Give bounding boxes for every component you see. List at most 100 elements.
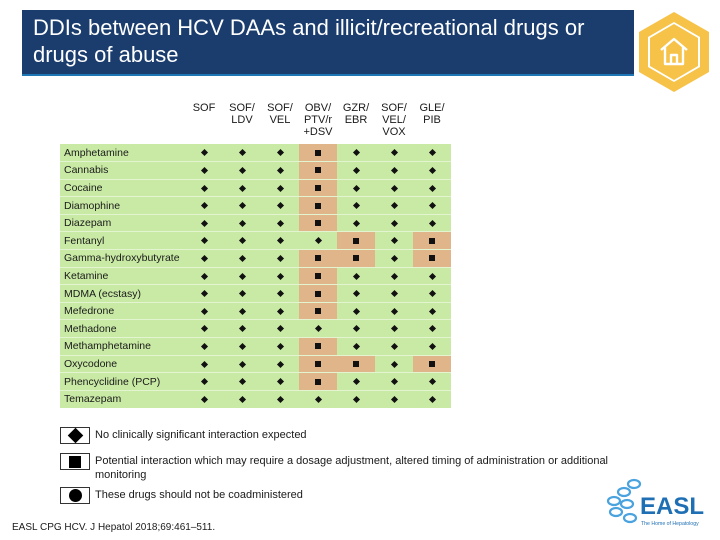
diamond-icon bbox=[200, 184, 208, 192]
interaction-cell bbox=[185, 161, 223, 180]
drug-name-cell: MDMA (ecstasy) bbox=[60, 284, 185, 303]
legend-swatch-none bbox=[60, 427, 90, 444]
diamond-icon bbox=[428, 219, 436, 227]
interaction-cell bbox=[413, 372, 451, 391]
slide-title: DDIs between HCV DAAs and illicit/recrea… bbox=[33, 15, 585, 67]
interaction-cell bbox=[375, 337, 413, 356]
diamond-icon bbox=[352, 166, 360, 175]
square-icon bbox=[315, 343, 321, 350]
diamond-icon bbox=[238, 166, 246, 175]
square-icon bbox=[315, 149, 321, 156]
diamond-icon bbox=[276, 237, 284, 245]
diamond-icon bbox=[314, 237, 322, 245]
diamond-icon bbox=[238, 360, 246, 368]
interaction-cell bbox=[375, 249, 413, 268]
table-row: MDMA (ecstasy) bbox=[60, 284, 451, 303]
diamond-icon bbox=[428, 342, 436, 350]
diamond-icon bbox=[352, 149, 360, 157]
interaction-cell bbox=[185, 196, 223, 215]
diamond-icon bbox=[352, 202, 360, 210]
interaction-cell bbox=[299, 301, 337, 320]
square-icon bbox=[315, 290, 321, 297]
diamond-icon bbox=[200, 342, 208, 350]
interaction-cell bbox=[299, 196, 337, 215]
interaction-cell bbox=[299, 231, 337, 250]
diamond-icon bbox=[238, 202, 246, 210]
interaction-cell bbox=[185, 178, 223, 197]
square-icon bbox=[315, 167, 321, 174]
interaction-cell bbox=[337, 372, 375, 391]
square-icon bbox=[353, 255, 359, 262]
interaction-cell bbox=[337, 213, 375, 232]
interaction-cell bbox=[185, 337, 223, 356]
diamond-icon bbox=[428, 325, 436, 333]
diamond-icon bbox=[352, 272, 360, 280]
legend-text-none: No clinically significant interaction ex… bbox=[95, 429, 307, 441]
square-icon bbox=[353, 237, 359, 244]
diamond-icon bbox=[200, 237, 208, 245]
square-icon bbox=[353, 361, 359, 368]
interaction-cell bbox=[299, 372, 337, 391]
interaction-cell bbox=[185, 231, 223, 250]
table-row: Gamma-hydroxybutyrate bbox=[60, 249, 451, 268]
diamond-icon bbox=[352, 290, 360, 298]
interaction-cell bbox=[337, 196, 375, 215]
drug-name-cell: Fentanyl bbox=[60, 231, 185, 250]
interaction-cell bbox=[299, 284, 337, 303]
interaction-cell bbox=[337, 144, 375, 162]
interaction-cell bbox=[413, 144, 451, 162]
diamond-icon bbox=[428, 395, 436, 403]
square-icon bbox=[315, 308, 321, 315]
interaction-cell bbox=[223, 266, 261, 285]
interaction-cell bbox=[413, 301, 451, 320]
interaction-cell bbox=[413, 354, 451, 373]
interaction-cell bbox=[185, 301, 223, 320]
diamond-icon bbox=[428, 184, 436, 192]
interaction-cell bbox=[223, 301, 261, 320]
legend-swatch-potential bbox=[60, 453, 90, 470]
interaction-cell bbox=[261, 249, 299, 268]
interaction-cell bbox=[223, 284, 261, 303]
interaction-cell bbox=[185, 389, 223, 408]
diamond-icon bbox=[238, 378, 246, 386]
interaction-cell bbox=[375, 354, 413, 373]
interaction-cell bbox=[185, 319, 223, 338]
column-header: GZR/EBR bbox=[342, 102, 370, 126]
interaction-cell bbox=[375, 196, 413, 215]
drug-name-cell: Diamophine bbox=[60, 196, 185, 215]
diamond-icon bbox=[238, 307, 246, 315]
diamond-icon bbox=[276, 202, 284, 210]
diamond-icon bbox=[352, 378, 360, 386]
diamond-icon bbox=[390, 219, 398, 227]
citation: EASL CPG HCV. J Hepatol 2018;69:461–511. bbox=[12, 522, 216, 533]
column-header: SOF/VEL/VOX bbox=[381, 102, 407, 138]
interaction-cell bbox=[337, 231, 375, 250]
column-header: SOF/LDV bbox=[229, 102, 255, 126]
easl-logo[interactable]: EASL The Home of Hepatology bbox=[604, 476, 714, 528]
interaction-cell bbox=[337, 178, 375, 197]
diamond-icon bbox=[428, 272, 436, 280]
diamond-icon bbox=[200, 272, 208, 280]
circle-icon bbox=[68, 489, 82, 502]
diamond-icon bbox=[200, 219, 208, 227]
interaction-cell bbox=[413, 389, 451, 408]
diamond-icon bbox=[276, 254, 284, 262]
home-icon[interactable] bbox=[636, 10, 712, 94]
diamond-icon bbox=[390, 254, 398, 262]
interaction-cell bbox=[261, 213, 299, 232]
interaction-table: SOF SOF/LDV SOF/VEL OBV/PTV/r +DSV GZR/EB… bbox=[60, 100, 451, 408]
square-icon bbox=[315, 185, 321, 192]
diamond-icon bbox=[314, 325, 322, 333]
interaction-cell bbox=[299, 178, 337, 197]
table-row: Oxycodone bbox=[60, 354, 451, 373]
table-row: Diamophine bbox=[60, 196, 451, 215]
interaction-cell bbox=[413, 231, 451, 250]
interaction-cell bbox=[261, 372, 299, 391]
diamond-icon bbox=[390, 202, 398, 210]
diamond-icon bbox=[352, 395, 360, 403]
interaction-cell bbox=[261, 196, 299, 215]
interaction-cell bbox=[261, 284, 299, 303]
interaction-cell bbox=[337, 354, 375, 373]
interaction-cell bbox=[413, 337, 451, 356]
diamond-icon bbox=[238, 219, 246, 227]
